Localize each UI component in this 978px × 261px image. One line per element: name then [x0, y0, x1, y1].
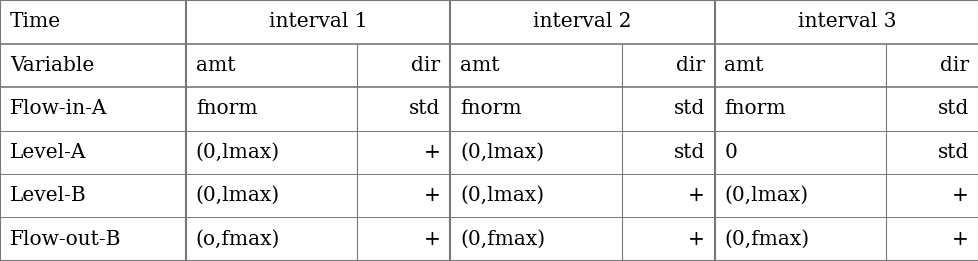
Text: +: +: [423, 186, 440, 205]
Text: std: std: [937, 143, 968, 162]
Text: (0,fmax): (0,fmax): [724, 230, 809, 249]
Text: Variable: Variable: [10, 56, 94, 75]
Text: (0,lmax): (0,lmax): [460, 143, 544, 162]
Text: fnorm: fnorm: [724, 99, 785, 118]
Text: interval 2: interval 2: [533, 12, 631, 31]
Text: std: std: [673, 99, 704, 118]
Text: fnorm: fnorm: [460, 99, 521, 118]
Text: (0,lmax): (0,lmax): [196, 186, 280, 205]
Text: interval 1: interval 1: [269, 12, 367, 31]
Text: +: +: [952, 230, 968, 249]
Text: amt: amt: [724, 56, 763, 75]
Text: +: +: [423, 230, 440, 249]
Text: (o,fmax): (o,fmax): [196, 230, 280, 249]
Text: +: +: [952, 186, 968, 205]
Text: amt: amt: [460, 56, 499, 75]
Text: Level-B: Level-B: [10, 186, 86, 205]
Text: 0: 0: [724, 143, 736, 162]
Text: std: std: [937, 99, 968, 118]
Text: std: std: [673, 143, 704, 162]
Text: amt: amt: [196, 56, 235, 75]
Text: Time: Time: [10, 12, 61, 31]
Text: +: +: [688, 230, 704, 249]
Text: dir: dir: [939, 56, 968, 75]
Text: (0,fmax): (0,fmax): [460, 230, 545, 249]
Text: (0,lmax): (0,lmax): [196, 143, 280, 162]
Text: (0,lmax): (0,lmax): [460, 186, 544, 205]
Text: interval 3: interval 3: [797, 12, 895, 31]
Text: dir: dir: [675, 56, 704, 75]
Text: Flow-out-B: Flow-out-B: [10, 230, 121, 249]
Text: +: +: [688, 186, 704, 205]
Text: Level-A: Level-A: [10, 143, 86, 162]
Text: +: +: [423, 143, 440, 162]
Text: (0,lmax): (0,lmax): [724, 186, 808, 205]
Text: Flow-in-A: Flow-in-A: [10, 99, 108, 118]
Text: fnorm: fnorm: [196, 99, 257, 118]
Text: dir: dir: [411, 56, 440, 75]
Text: std: std: [409, 99, 440, 118]
